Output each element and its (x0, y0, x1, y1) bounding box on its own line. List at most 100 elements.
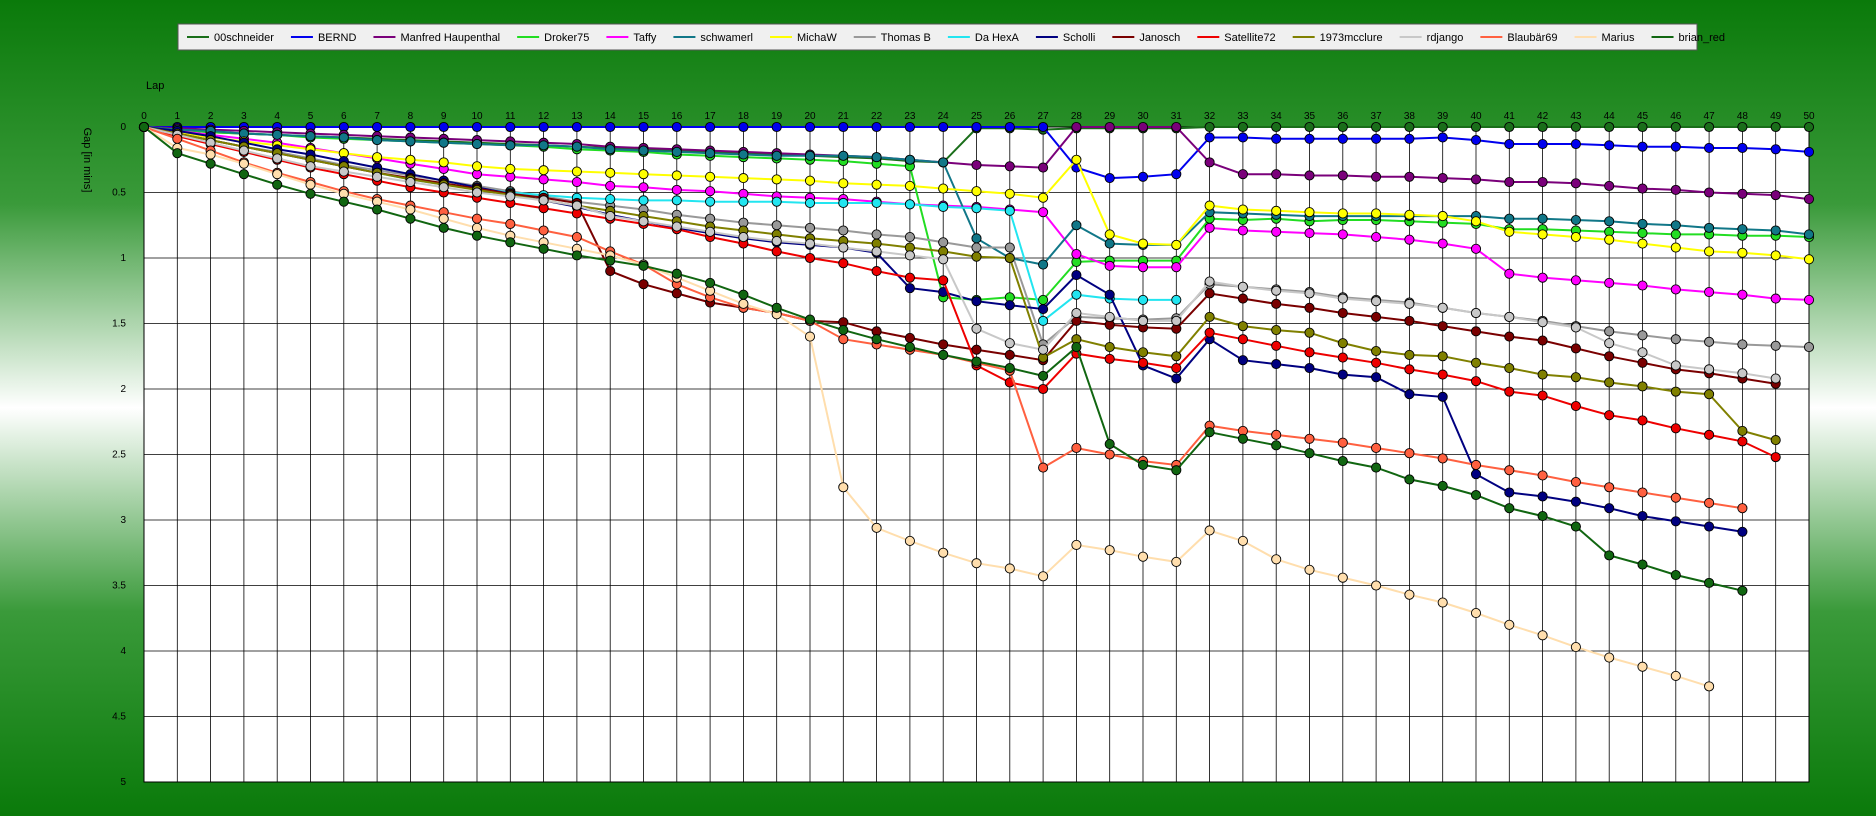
data-point (1537, 213, 1548, 224)
data-point (1637, 559, 1648, 570)
x-tick-label: 43 (1570, 111, 1582, 122)
data-point (938, 349, 949, 360)
data-point (605, 144, 616, 155)
data-point (1737, 339, 1748, 350)
data-point (1404, 589, 1415, 600)
data-point (1337, 170, 1348, 181)
legend-label: schwamerl (700, 32, 753, 44)
legend-label: rdjango (1427, 32, 1464, 44)
data-point (1137, 294, 1149, 305)
data-point (1171, 362, 1182, 374)
data-point (804, 121, 816, 133)
data-point (771, 246, 782, 257)
y-tick-label: 4 (120, 646, 126, 657)
data-point (1404, 121, 1415, 133)
data-point (238, 145, 249, 156)
data-point (1404, 133, 1415, 144)
data-point (1504, 121, 1515, 133)
data-point (1171, 262, 1182, 273)
y-tick-label: 4.5 (112, 712, 126, 723)
data-point (838, 178, 849, 189)
data-point (1071, 220, 1082, 231)
data-point (904, 250, 915, 261)
data-point (638, 182, 649, 193)
data-point (871, 229, 882, 240)
data-point (705, 277, 716, 288)
data-point (1437, 121, 1448, 133)
data-point (538, 140, 549, 151)
data-point (638, 145, 649, 156)
data-point (1304, 564, 1315, 575)
data-point (1371, 121, 1382, 133)
data-point (671, 170, 682, 181)
data-point (1737, 121, 1748, 133)
data-point (205, 158, 216, 169)
data-point (1604, 180, 1615, 191)
data-point (1071, 269, 1082, 281)
data-point (638, 216, 649, 227)
data-point (1770, 373, 1781, 384)
legend-item: brian_red (1651, 32, 1725, 44)
data-point (971, 323, 982, 334)
data-point (771, 196, 782, 207)
data-point (1171, 294, 1182, 305)
data-point (1704, 246, 1715, 257)
y-tick-label: 5 (120, 777, 126, 788)
data-point (505, 163, 516, 174)
data-point (1071, 289, 1082, 300)
data-point (738, 149, 749, 160)
data-point (1670, 670, 1681, 681)
data-point (1737, 425, 1748, 436)
data-point (1670, 423, 1681, 434)
data-point (1404, 315, 1415, 326)
data-point (1071, 442, 1082, 454)
data-point (1038, 259, 1049, 270)
data-point (1437, 211, 1448, 222)
data-point (1770, 121, 1781, 133)
data-point (1071, 539, 1082, 550)
series-brian-red (138, 121, 1748, 596)
data-point (405, 213, 416, 224)
x-tick-label: 23 (904, 111, 916, 122)
data-point (505, 140, 516, 151)
data-point (1604, 482, 1615, 493)
data-point (1104, 438, 1115, 450)
data-point (738, 173, 749, 184)
data-point (1304, 347, 1315, 358)
data-point (671, 221, 682, 232)
data-point (1404, 171, 1415, 182)
legend-label: Blaubär69 (1507, 32, 1557, 44)
data-point (738, 231, 749, 243)
data-point (1171, 465, 1182, 476)
data-point (638, 169, 649, 180)
data-point (1803, 121, 1815, 133)
legend-item: MichaW (770, 32, 837, 44)
data-point (1437, 391, 1448, 402)
data-point (705, 186, 716, 197)
data-point (1004, 362, 1015, 374)
data-point (1437, 480, 1448, 491)
data-point (1537, 138, 1548, 150)
legend-item: Manfred Haupenthal (373, 32, 500, 44)
data-point (1038, 121, 1049, 133)
data-point (1537, 390, 1548, 401)
x-tick-label: 19 (771, 111, 783, 122)
data-point (838, 225, 849, 236)
data-point (538, 195, 549, 206)
data-point (938, 201, 949, 212)
y-tick-label: 2 (120, 384, 126, 395)
data-point (1737, 142, 1748, 154)
data-point (272, 129, 283, 140)
x-tick-label: 18 (738, 111, 750, 122)
data-point (1570, 400, 1581, 412)
data-point (1570, 121, 1581, 133)
x-tick-label: 49 (1770, 111, 1782, 122)
legend-item: schwamerl (673, 32, 753, 44)
data-point (1637, 238, 1648, 249)
x-tick-label: 15 (638, 111, 650, 122)
series-line (143, 126, 1777, 459)
data-point (1004, 338, 1015, 349)
data-point (938, 237, 949, 248)
data-point (1504, 386, 1515, 397)
x-tick-label: 21 (838, 111, 850, 122)
